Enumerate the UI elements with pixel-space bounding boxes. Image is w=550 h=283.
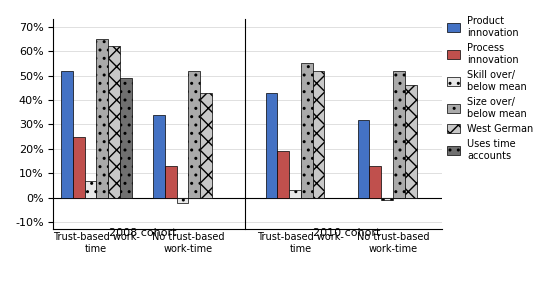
Bar bbox=[96, 39, 108, 198]
Bar bbox=[393, 71, 405, 198]
Text: 2010 cohort: 2010 cohort bbox=[314, 228, 381, 238]
Bar bbox=[61, 71, 73, 198]
Bar bbox=[313, 71, 324, 198]
Bar bbox=[73, 137, 85, 198]
Bar bbox=[370, 166, 381, 198]
Bar bbox=[177, 198, 189, 203]
Bar bbox=[165, 166, 177, 198]
Bar bbox=[189, 71, 200, 198]
Text: 2008 cohort: 2008 cohort bbox=[108, 228, 176, 238]
Bar bbox=[277, 151, 289, 198]
Bar bbox=[289, 190, 301, 198]
Bar bbox=[358, 119, 370, 198]
Bar bbox=[301, 63, 313, 198]
Legend: Product
innovation, Process
innovation, Skill over/
below mean, Size over/
below: Product innovation, Process innovation, … bbox=[446, 15, 535, 162]
Bar bbox=[85, 181, 96, 198]
Bar bbox=[120, 78, 131, 198]
Bar bbox=[200, 93, 212, 198]
Bar bbox=[405, 85, 416, 198]
Bar bbox=[266, 93, 277, 198]
Bar bbox=[381, 198, 393, 200]
Bar bbox=[153, 115, 165, 198]
Bar bbox=[108, 46, 120, 198]
